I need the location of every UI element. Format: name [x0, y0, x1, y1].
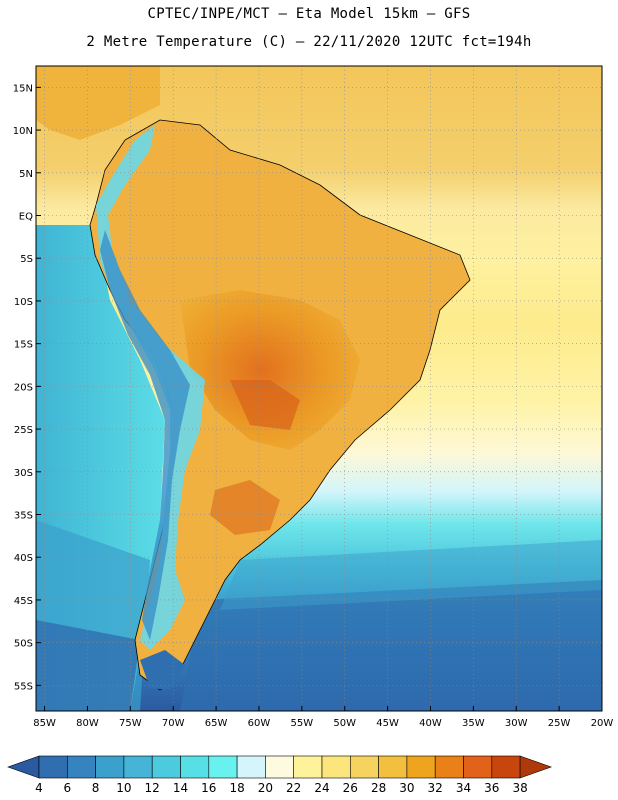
map-subtitle: 2 Metre Temperature (C) – 22/11/2020 12U…	[86, 34, 532, 50]
longitude-label: 25W	[548, 718, 571, 729]
longitude-label: 40W	[419, 718, 442, 729]
latitude-label: 20S	[14, 382, 33, 393]
map-title: CPTEC/INPE/MCT – Eta Model 15km – GFS	[147, 6, 471, 22]
central-america-land	[36, 66, 160, 140]
colorbar-segment	[208, 755, 238, 779]
map-frame	[35, 65, 603, 712]
colorbar-label: 30	[399, 781, 414, 795]
longitude-label: 45W	[376, 718, 399, 729]
latitude-label: 55S	[14, 681, 33, 692]
longitude-label: 35W	[462, 718, 485, 729]
colorbar-label: 26	[343, 781, 358, 795]
longitude-label: 85W	[33, 718, 56, 729]
latitude-labels: 15N 10N 5N EQ 5S 10S 15S 20S 25S 30S 35S 40S 45S 50S 5…	[13, 83, 33, 692]
colorbar-segment	[265, 755, 294, 779]
longitude-label: 30W	[505, 718, 528, 729]
longitude-label: 70W	[162, 718, 185, 729]
colorbar-label: 24	[314, 781, 329, 795]
latitude-label: 45S	[14, 596, 33, 607]
longitude-label: 50W	[333, 718, 356, 729]
colorbar-segment	[38, 755, 68, 779]
latitude-label: 15N	[13, 83, 33, 94]
colorbar-labels: 4 6 8 10 12 14 16 18 20 22 24 26 28 30 32 34 36 38	[35, 781, 528, 795]
colorbar-label: 16	[201, 781, 216, 795]
latitude-label: 5N	[19, 169, 33, 180]
longitude-label: 80W	[76, 718, 99, 729]
latitude-label: 30S	[14, 468, 33, 479]
colorbar-label: 32	[428, 781, 443, 795]
latitude-label: 35S	[14, 511, 33, 522]
colorbar-segment	[293, 755, 323, 779]
colorbar-label: 34	[456, 781, 471, 795]
colorbar-segment	[378, 755, 408, 779]
colorbar-min-arrow	[7, 755, 40, 779]
latitude-label: 40S	[14, 553, 33, 564]
latitude-label: 10S	[14, 297, 33, 308]
colorbar-segment	[463, 755, 493, 779]
colorbar-label: 14	[173, 781, 188, 795]
colorbar-label: 20	[258, 781, 273, 795]
colorbar-label: 4	[35, 781, 43, 795]
colorbar-label: 28	[371, 781, 386, 795]
latitude-label: 15S	[14, 340, 33, 351]
colorbar-segment	[349, 755, 379, 779]
hot-region	[180, 290, 360, 450]
longitude-label: 60W	[248, 718, 271, 729]
latitude-label: EQ	[19, 212, 33, 223]
latitude-label: 50S	[14, 639, 33, 650]
colorbar-label: 10	[116, 781, 131, 795]
colorbar-segment	[236, 755, 266, 779]
latitude-label: 25S	[14, 425, 33, 436]
longitude-label: 65W	[205, 718, 228, 729]
colorbar-label: 6	[63, 781, 71, 795]
colorbar-segment	[180, 755, 210, 779]
colorbar	[7, 755, 552, 779]
colorbar-label: 12	[145, 781, 160, 795]
longitude-label: 75W	[119, 718, 142, 729]
longitude-labels: 85W 80W 75W 70W 65W 60W 55W 50W 45W 40W 35W 30W 25W 2…	[33, 718, 613, 729]
latitude-label: 5S	[20, 254, 33, 265]
colorbar-segment	[321, 755, 351, 779]
colorbar-segment	[95, 755, 125, 779]
map-field	[36, 66, 602, 711]
colorbar-segment	[434, 755, 464, 779]
colorbar-segment	[406, 755, 436, 779]
colorbar-segment	[67, 755, 96, 779]
colorbar-label: 8	[92, 781, 100, 795]
colorbar-label: 36	[484, 781, 499, 795]
colorbar-label: 22	[286, 781, 301, 795]
andes-cold-region	[96, 125, 205, 650]
longitude-label: 20W	[591, 718, 614, 729]
colorbar-label: 38	[512, 781, 527, 795]
longitude-label: 55W	[291, 718, 314, 729]
colorbar-segment	[491, 755, 521, 779]
colorbar-segment	[151, 755, 181, 779]
colorbar-max-arrow	[519, 755, 552, 779]
latitude-label: 10N	[13, 126, 33, 137]
colorbar-label: 18	[229, 781, 244, 795]
colorbar-segment	[123, 755, 153, 779]
